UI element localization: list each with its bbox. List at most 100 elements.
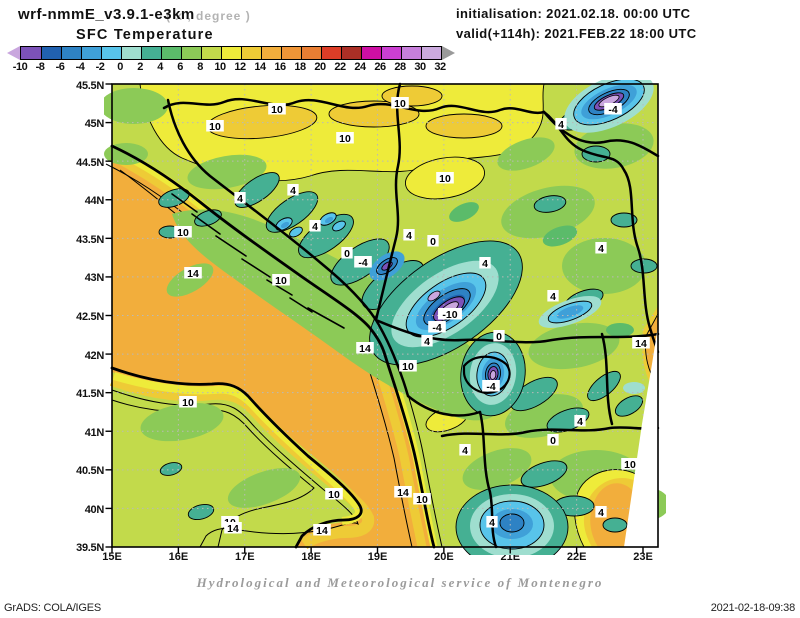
contour-label: 4 (234, 192, 246, 205)
colorbar-tick: 14 (254, 61, 266, 73)
contour-label: 14 (184, 267, 202, 280)
svg-text:0: 0 (344, 248, 350, 260)
lon-label: 17E (234, 551, 255, 563)
contour-label: -4 (354, 256, 372, 269)
colorbar-tick: 18 (294, 61, 306, 73)
colorbar-cell (221, 47, 241, 59)
svg-text:-10: -10 (442, 309, 457, 321)
svg-text:10: 10 (177, 227, 189, 239)
colorbar-title: SFC Temperature (76, 27, 214, 43)
colorbar-tick: -2 (95, 61, 105, 73)
contour-label: 10 (206, 120, 224, 133)
lat-label: 39.5N (76, 542, 104, 555)
weather-map: 1010101010101010101010101014141414141444… (100, 73, 670, 570)
contour-label: 10 (413, 493, 431, 506)
colorbar-tick: 8 (197, 61, 203, 73)
svg-text:4: 4 (406, 230, 412, 242)
colorbar-tick: 32 (434, 61, 446, 73)
lon-label: 22E (566, 551, 587, 563)
lon-label: 19E (367, 551, 388, 563)
contour-label: 14 (313, 524, 331, 537)
colorbar-tick: 0 (117, 61, 123, 73)
svg-text:10: 10 (271, 104, 283, 116)
colorbar-cell (101, 47, 121, 59)
colorbar-tick: 24 (354, 61, 366, 73)
colorbar-tick: -8 (35, 61, 45, 73)
colorbar-cell (141, 47, 161, 59)
colorbar-cell (161, 47, 181, 59)
colorbar-tick: -6 (55, 61, 65, 73)
svg-text:-4: -4 (432, 322, 441, 334)
lat-label: 40N (84, 503, 105, 516)
svg-text:14: 14 (187, 268, 199, 280)
svg-text:4: 4 (482, 258, 488, 270)
contour-label: 4 (287, 184, 299, 197)
colorbar-cell (281, 47, 301, 59)
contour-label: 4 (403, 229, 415, 242)
svg-text:4: 4 (489, 517, 495, 529)
map-area: 1010101010101010101010101014141414141444… (100, 73, 670, 570)
colorbar-tick-labels: -10 -8 -6 -4 -2 0 2 4 6 8 10 12 14 16 18 20 22 24 26 28 30 32 (7, 61, 467, 74)
svg-text:4: 4 (237, 193, 243, 205)
svg-text:4: 4 (550, 291, 556, 303)
colorbar-cell (361, 47, 381, 59)
init-time: initialisation: 2021.02.18. 00:00 UTC (456, 6, 691, 21)
contour-label: 10 (336, 132, 354, 145)
colorbar-cell (381, 47, 401, 59)
colorbar-tick: 4 (157, 61, 163, 73)
svg-text:14: 14 (635, 338, 647, 350)
colorbar-cell (81, 47, 101, 59)
contour-label: -4 (428, 321, 446, 334)
svg-text:10: 10 (339, 133, 351, 145)
svg-text:-4: -4 (358, 257, 367, 269)
contour-label: -4 (604, 103, 622, 116)
lat-label: 41.5N (76, 388, 104, 401)
svg-text:4: 4 (598, 507, 604, 519)
svg-text:4: 4 (577, 416, 583, 428)
lat-label: 45N (84, 118, 105, 131)
lon-label: 15E (102, 551, 122, 563)
contour-label: 4 (595, 506, 607, 519)
svg-text:0: 0 (496, 331, 502, 343)
contour-label: 10 (174, 226, 192, 239)
lat-label: 45.5N (76, 79, 104, 92)
colorbar-cell (341, 47, 361, 59)
colorbar-cell (321, 47, 341, 59)
contour-label: 10 (179, 396, 197, 409)
colorbar-tick: 10 (214, 61, 226, 73)
footer-credit: Hydrological and Meteorological service … (196, 575, 604, 590)
svg-text:4: 4 (424, 336, 430, 348)
contour-label: 4 (459, 444, 471, 457)
contour-label: 4 (309, 220, 321, 233)
svg-text:0: 0 (550, 435, 556, 447)
colorbar-tick: 2 (137, 61, 143, 73)
colorbar-cell (421, 47, 441, 59)
axis-ticks (105, 83, 644, 554)
contour-label: 10 (621, 458, 639, 471)
contour-label: 14 (224, 522, 242, 535)
svg-text:-4: -4 (608, 104, 617, 116)
lat-label: 41N (84, 426, 105, 439)
colorbar-tick: 6 (177, 61, 183, 73)
svg-text:0: 0 (430, 236, 436, 248)
lat-label: 43N (84, 272, 105, 285)
colorbar-tick: 12 (234, 61, 246, 73)
italy-coastline (110, 366, 363, 549)
lat-axis: 45.5N 45N 44.5N 44N 43.5N 43N 42.5N 42N 41.5N 41N… (62, 80, 108, 555)
units-label: ( x , degree ) (166, 9, 251, 23)
svg-text:10: 10 (416, 494, 428, 506)
lat-label: 42.5N (76, 310, 104, 323)
svg-text:14: 14 (359, 343, 371, 355)
lon-label: 18E (301, 551, 321, 563)
contour-label: 14 (356, 342, 374, 355)
colorbar-below-arrow (7, 46, 20, 60)
svg-text:4: 4 (598, 243, 604, 255)
islands (171, 193, 345, 329)
lat-label: 42N (84, 349, 105, 362)
svg-text:4: 4 (462, 445, 468, 457)
colorbar-tick: 28 (394, 61, 406, 73)
contour-label: 4 (547, 290, 559, 303)
contour-label: 10 (268, 103, 286, 116)
lon-label: 16E (168, 551, 189, 563)
